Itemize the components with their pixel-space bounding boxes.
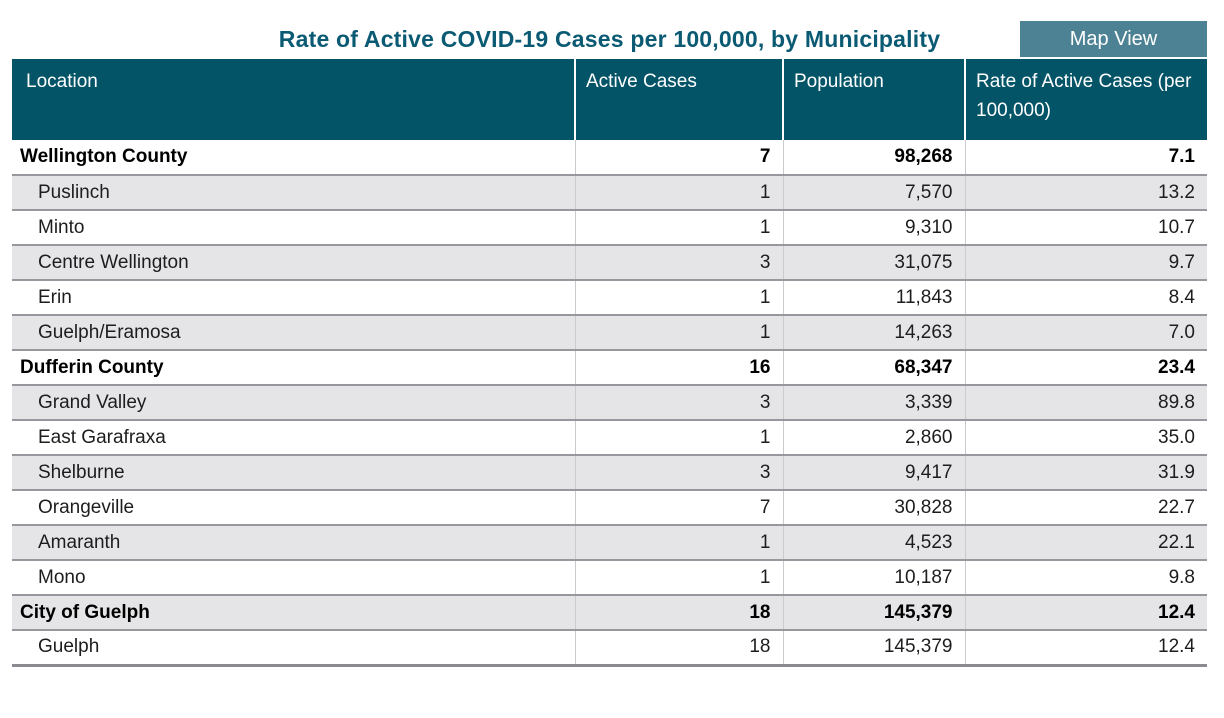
- cell-location: Orangeville: [12, 490, 575, 526]
- table-row-county: Dufferin County 16 68,347 23.4: [12, 350, 1207, 386]
- cell-population: 98,268: [782, 140, 965, 176]
- cell-active-cases: 1: [574, 175, 783, 211]
- covid-rates-table: Location Active Cases Population Rate of Ac…: [12, 59, 1207, 667]
- cell-active-cases: 1: [574, 210, 783, 246]
- cell-rate: 12.4: [964, 630, 1207, 667]
- table-row-municipality: Shelburne 3 9,417 31.9: [12, 455, 1207, 491]
- cell-location: Mono: [12, 560, 575, 596]
- cell-population: 7,570: [782, 175, 965, 211]
- cell-location: Centre Wellington: [12, 245, 575, 281]
- cell-rate: 10.7: [964, 210, 1207, 246]
- cell-population: 2,860: [782, 420, 965, 456]
- cell-population: 10,187: [782, 560, 965, 596]
- cell-rate: 35.0: [964, 420, 1207, 456]
- topbar: Rate of Active COVID-19 Cases per 100,00…: [12, 21, 1207, 57]
- table-row-municipality: Mono 1 10,187 9.8: [12, 560, 1207, 596]
- cell-location: Wellington County: [12, 140, 575, 176]
- cell-active-cases: 7: [574, 490, 783, 526]
- cell-rate: 13.2: [964, 175, 1207, 211]
- cell-population: 30,828: [782, 490, 965, 526]
- table-row-municipality: Erin 1 11,843 8.4: [12, 280, 1207, 316]
- cell-population: 11,843: [782, 280, 965, 316]
- cell-active-cases: 1: [574, 420, 783, 456]
- cell-location: Shelburne: [12, 455, 575, 491]
- table-container: Location Active Cases Population Rate of Ac…: [12, 59, 1207, 667]
- page-title: Rate of Active COVID-19 Cases per 100,00…: [278, 26, 941, 52]
- cell-population: 9,310: [782, 210, 965, 246]
- cell-rate: 9.8: [964, 560, 1207, 596]
- table-row-municipality: Amaranth 1 4,523 22.1: [12, 525, 1207, 561]
- cell-rate: 22.7: [964, 490, 1207, 526]
- cell-rate: 89.8: [964, 385, 1207, 421]
- cell-rate: 9.7: [964, 245, 1207, 281]
- cell-rate: 7.1: [964, 140, 1207, 176]
- cell-rate: 8.4: [964, 280, 1207, 316]
- column-header-population: Population: [782, 59, 965, 140]
- table-row-municipality: Puslinch 1 7,570 13.2: [12, 175, 1207, 211]
- column-header-active-cases: Active Cases: [574, 59, 783, 140]
- cell-location: Dufferin County: [12, 350, 575, 386]
- cell-active-cases: 1: [574, 315, 783, 351]
- table-row-county: Wellington County 7 98,268 7.1: [12, 140, 1207, 176]
- cell-rate: 23.4: [964, 350, 1207, 386]
- column-header-rate: Rate of Active Cases (per 100,000): [964, 59, 1207, 140]
- cell-rate: 22.1: [964, 525, 1207, 561]
- cell-active-cases: 3: [574, 385, 783, 421]
- table-row-municipality: Guelph/Eramosa 1 14,263 7.0: [12, 315, 1207, 351]
- cell-location: Minto: [12, 210, 575, 246]
- cell-active-cases: 1: [574, 525, 783, 561]
- cell-population: 145,379: [782, 595, 965, 631]
- cell-population: 145,379: [782, 630, 965, 667]
- cell-rate: 12.4: [964, 595, 1207, 631]
- cell-population: 31,075: [782, 245, 965, 281]
- table-row-municipality: Orangeville 7 30,828 22.7: [12, 490, 1207, 526]
- cell-rate: 31.9: [964, 455, 1207, 491]
- cell-active-cases: 3: [574, 455, 783, 491]
- cell-location: Guelph/Eramosa: [12, 315, 575, 351]
- cell-location: Guelph: [12, 630, 575, 667]
- cell-population: 9,417: [782, 455, 965, 491]
- cell-active-cases: 18: [574, 595, 783, 631]
- cell-population: 3,339: [782, 385, 965, 421]
- cell-location: Puslinch: [12, 175, 575, 211]
- header-row: Location Active Cases Population Rate of Ac…: [12, 59, 1207, 140]
- table-row-municipality: Grand Valley 3 3,339 89.8: [12, 385, 1207, 421]
- table-row-municipality: East Garafraxa 1 2,860 35.0: [12, 420, 1207, 456]
- map-view-button[interactable]: Map View: [1020, 21, 1207, 57]
- cell-population: 68,347: [782, 350, 965, 386]
- cell-active-cases: 3: [574, 245, 783, 281]
- table-row-county: City of Guelph 18 145,379 12.4: [12, 595, 1207, 631]
- cell-population: 4,523: [782, 525, 965, 561]
- table-row-municipality: Centre Wellington 3 31,075 9.7: [12, 245, 1207, 281]
- cell-active-cases: 18: [574, 630, 783, 667]
- table-row-municipality: Minto 1 9,310 10.7: [12, 210, 1207, 246]
- cell-location: Erin: [12, 280, 575, 316]
- cell-rate: 7.0: [964, 315, 1207, 351]
- column-header-location: Location: [12, 59, 575, 140]
- cell-active-cases: 1: [574, 560, 783, 596]
- cell-location: Grand Valley: [12, 385, 575, 421]
- table-header: Location Active Cases Population Rate of Ac…: [12, 59, 1207, 140]
- table-body: Wellington County 7 98,268 7.1 Puslinch 1 7,57…: [12, 140, 1207, 667]
- cell-location: City of Guelph: [12, 595, 575, 631]
- cell-active-cases: 16: [574, 350, 783, 386]
- cell-location: Amaranth: [12, 525, 575, 561]
- cell-active-cases: 1: [574, 280, 783, 316]
- cell-active-cases: 7: [574, 140, 783, 176]
- cell-population: 14,263: [782, 315, 965, 351]
- table-row-municipality: Guelph 18 145,379 12.4: [12, 630, 1207, 667]
- cell-location: East Garafraxa: [12, 420, 575, 456]
